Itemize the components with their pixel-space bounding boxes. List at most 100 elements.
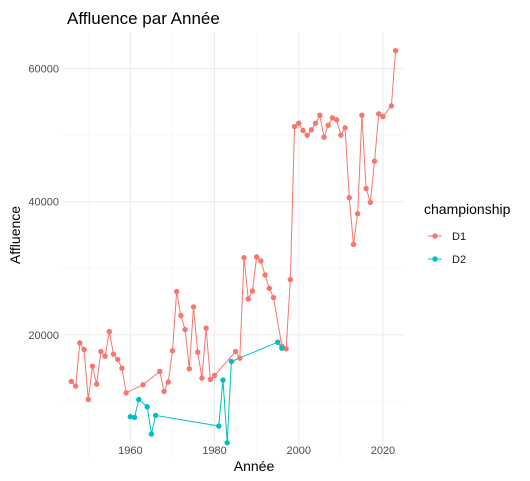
data-point-d1-1993 xyxy=(266,285,272,291)
series-lines xyxy=(71,50,397,443)
data-point-d2-1983 xyxy=(224,439,230,446)
data-point-d1-1986 xyxy=(237,355,243,361)
data-point-d1-1969 xyxy=(165,379,171,385)
data-point-d1-1985 xyxy=(232,348,239,355)
x-axis-title: Année xyxy=(234,458,275,474)
data-point-d1-1951 xyxy=(89,363,96,369)
data-point-d1-2015 xyxy=(359,112,365,118)
x-tick-label-1980: 1980 xyxy=(202,445,226,457)
data-point-d1-1950 xyxy=(85,396,91,403)
legend-label-d1: D1 xyxy=(452,231,466,243)
data-point-d2-1996 xyxy=(279,345,285,351)
data-point-d1-2004 xyxy=(312,120,319,126)
data-point-d1-1953 xyxy=(98,348,104,355)
data-point-d2-1965 xyxy=(148,431,155,437)
data-point-d1-2018 xyxy=(371,158,378,164)
data-point-d1-2016 xyxy=(363,185,369,192)
data-point-d1-1970 xyxy=(169,348,176,354)
data-point-d1-1968 xyxy=(161,388,167,395)
data-point-d1-1975 xyxy=(190,304,197,310)
legend-label-d2: D2 xyxy=(452,254,466,266)
data-point-d2-1961 xyxy=(131,414,138,421)
y-tick-label-60000: 60000 xyxy=(28,64,59,76)
data-point-d1-2014 xyxy=(354,211,361,217)
data-point-d1-1989 xyxy=(249,288,256,294)
data-point-d2-1984 xyxy=(228,358,235,365)
data-point-d1-1977 xyxy=(199,375,205,381)
data-point-d2-1981 xyxy=(216,423,222,429)
data-point-d1-1959 xyxy=(123,390,129,396)
data-point-d2-1962 xyxy=(136,396,142,403)
data-point-d1-2000 xyxy=(296,120,302,126)
data-point-d1-2020 xyxy=(380,113,386,120)
data-point-d2-1964 xyxy=(144,404,150,410)
data-point-d2-1966 xyxy=(152,412,159,419)
data-point-d2-1960 xyxy=(127,414,134,420)
data-point-d1-1990 xyxy=(253,254,260,260)
data-point-d1-1973 xyxy=(182,326,188,333)
data-point-d1-1954 xyxy=(102,353,108,359)
data-point-d1-2007 xyxy=(325,122,331,128)
data-point-d1-2022 xyxy=(388,103,395,109)
series-line-d1 xyxy=(71,50,397,400)
data-point-d1-1978 xyxy=(203,325,209,331)
data-point-d1-1957 xyxy=(115,356,121,363)
legend: championship D1 D2 xyxy=(424,201,511,266)
data-point-d1-1958 xyxy=(119,365,125,371)
data-point-d1-1949 xyxy=(81,346,87,353)
data-point-d1-1997 xyxy=(283,346,289,352)
data-point-d1-1974 xyxy=(186,366,192,372)
data-point-d1-2009 xyxy=(333,117,340,123)
legend-items: D1 D2 xyxy=(428,231,466,266)
data-point-d1-1976 xyxy=(195,349,201,355)
data-point-d1-1998 xyxy=(287,276,294,283)
x-tick-label-2000: 2000 xyxy=(287,445,311,457)
data-point-d2-1982 xyxy=(220,377,226,383)
data-point-d1-1948 xyxy=(77,340,83,346)
y-axis-title: Affluence xyxy=(7,206,23,264)
series-points xyxy=(68,47,399,446)
data-point-d1-1988 xyxy=(245,296,251,302)
x-axis-ticks: 1960 1980 2000 2020 xyxy=(118,445,395,457)
data-point-d1-1967 xyxy=(157,368,163,375)
data-point-d1-2005 xyxy=(317,112,323,118)
data-point-d1-2019 xyxy=(376,111,382,117)
data-point-d1-1979 xyxy=(207,376,214,383)
data-point-d1-2017 xyxy=(367,199,374,206)
data-point-d1-2003 xyxy=(308,127,315,133)
data-point-d1-1952 xyxy=(93,381,100,387)
data-point-d1-1946 xyxy=(68,378,75,385)
data-point-d1-1972 xyxy=(178,312,184,319)
data-point-d1-2023 xyxy=(392,47,399,54)
y-axis-ticks: 20000 40000 60000 xyxy=(28,64,59,342)
data-point-d2-1995 xyxy=(275,339,281,345)
data-point-d1-1987 xyxy=(241,254,247,261)
legend-key-point-d2 xyxy=(432,256,438,262)
data-point-d1-1955 xyxy=(106,328,113,335)
data-point-d1-2001 xyxy=(300,127,306,134)
data-point-d1-1999 xyxy=(291,123,298,130)
y-tick-label-40000: 40000 xyxy=(28,197,59,209)
data-point-d1-1971 xyxy=(173,288,180,295)
data-point-d1-2008 xyxy=(329,115,336,121)
data-point-d1-1963 xyxy=(140,382,146,388)
x-tick-label-1960: 1960 xyxy=(118,445,142,457)
data-point-d1-2011 xyxy=(342,125,348,131)
y-tick-label-20000: 20000 xyxy=(28,330,59,342)
legend-title: championship xyxy=(424,201,511,217)
x-tick-label-2020: 2020 xyxy=(371,445,395,457)
data-point-d1-1992 xyxy=(262,272,268,278)
series-line-d2 xyxy=(130,341,283,443)
data-point-d1-2006 xyxy=(321,134,327,140)
legend-key-point-d1 xyxy=(432,233,438,239)
data-point-d1-1980 xyxy=(211,372,218,379)
plot-grid xyxy=(63,32,404,458)
data-point-d1-2010 xyxy=(338,132,344,138)
data-point-d1-1991 xyxy=(258,258,264,264)
data-point-d1-1994 xyxy=(270,294,277,301)
data-point-d1-2012 xyxy=(346,195,352,201)
data-point-d1-2002 xyxy=(304,132,310,138)
data-point-d1-1947 xyxy=(72,383,79,389)
data-point-d1-2013 xyxy=(350,241,357,248)
